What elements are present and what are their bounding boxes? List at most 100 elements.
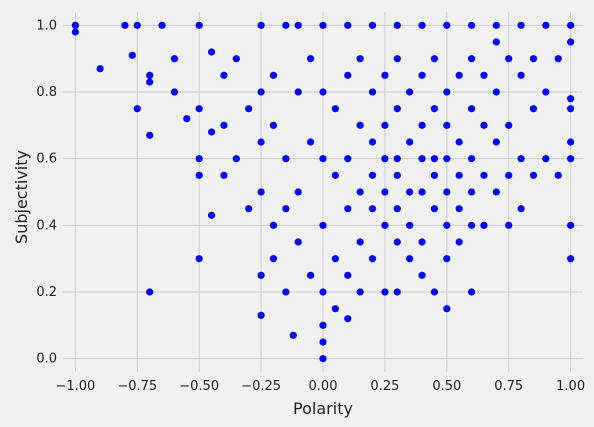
scatter-point	[195, 21, 203, 29]
scatter-point	[368, 138, 377, 146]
scatter-point	[430, 105, 439, 113]
scatter-point	[567, 221, 575, 229]
scatter-point	[368, 171, 377, 179]
scatter-point	[344, 71, 352, 79]
scatter-point	[356, 121, 364, 129]
scatter-point	[245, 205, 253, 213]
scatter-point	[418, 155, 426, 163]
scatter-point	[257, 88, 265, 96]
scatter-point	[455, 205, 463, 213]
scatter-point	[207, 48, 216, 56]
scatter-point	[467, 288, 476, 296]
scatter-point	[331, 105, 339, 113]
scatter-point	[443, 121, 451, 129]
scatter-point	[381, 71, 389, 79]
scatter-point	[319, 21, 327, 29]
scatter-point	[146, 71, 154, 79]
scatter-point	[257, 311, 265, 319]
scatter-point	[356, 188, 364, 196]
y-tick-label: 0.4	[36, 218, 57, 233]
scatter-point	[430, 205, 439, 213]
scatter-point	[368, 255, 377, 263]
scatter-point	[467, 105, 476, 113]
scatter-point	[269, 221, 278, 229]
scatter-point	[418, 188, 426, 196]
scatter-point	[146, 131, 154, 139]
scatter-point	[517, 205, 525, 213]
scatter-point	[418, 238, 426, 246]
scatter-point	[368, 205, 377, 213]
scatter-point	[344, 315, 352, 323]
scatter-point	[393, 238, 401, 246]
scatter-point	[195, 171, 203, 179]
scatter-point	[294, 188, 302, 196]
scatter-point	[567, 155, 575, 163]
scatter-point	[319, 88, 327, 96]
scatter-point	[455, 71, 463, 79]
scatter-point	[430, 55, 439, 63]
scatter-point	[269, 71, 278, 79]
scatter-point	[257, 138, 265, 146]
scatter-point	[146, 288, 154, 296]
scatter-point	[480, 221, 488, 229]
scatter-point	[71, 21, 79, 29]
x-axis-title: Polarity	[293, 399, 353, 418]
scatter-point	[542, 88, 550, 96]
scatter-point	[344, 205, 352, 213]
scatter-point	[554, 171, 562, 179]
scatter-point	[319, 221, 327, 229]
x-axis-ticks: −1.00 −0.75 −0.50 −0.25 0.00 0.25 0.50 0.75 1.00	[55, 379, 585, 394]
scatter-point	[567, 38, 575, 46]
scatter-point	[443, 255, 451, 263]
scatter-point	[356, 238, 364, 246]
scatter-point	[418, 21, 426, 29]
scatter-point	[505, 55, 513, 63]
scatter-point	[393, 155, 401, 163]
scatter-point	[467, 55, 476, 63]
y-tick-label: 0.2	[36, 285, 57, 300]
scatter-point	[96, 65, 104, 73]
scatter-point	[319, 338, 327, 346]
scatter-point	[307, 55, 315, 63]
scatter-point	[418, 271, 426, 279]
scatter-point	[381, 121, 389, 129]
scatter-point	[381, 155, 389, 163]
scatter-point	[269, 255, 278, 263]
scatter-point	[319, 355, 327, 363]
x-tick-label: 0.00	[309, 379, 338, 394]
scatter-point	[393, 55, 401, 63]
scatter-point	[517, 155, 525, 163]
scatter-point	[393, 105, 401, 113]
scatter-point	[393, 171, 401, 179]
scatter-point	[443, 221, 451, 229]
scatter-point	[406, 255, 414, 263]
scatter-point	[257, 21, 265, 29]
scatter-point	[542, 155, 550, 163]
scatter-point	[71, 28, 79, 36]
scatter-point	[418, 71, 426, 79]
scatter-point	[467, 155, 476, 163]
scatter-point	[269, 121, 278, 129]
scatter-point	[319, 155, 327, 163]
scatter-point	[554, 55, 562, 63]
x-tick-label: 0.25	[370, 379, 399, 394]
scatter-point	[146, 78, 154, 86]
x-tick-label: −0.75	[117, 379, 157, 394]
scatter-point	[307, 138, 315, 146]
scatter-point	[406, 221, 414, 229]
scatter-point	[232, 55, 240, 63]
scatter-point	[307, 271, 315, 279]
scatter-point	[133, 105, 141, 113]
scatter-point	[368, 88, 377, 96]
scatter-point	[393, 21, 401, 29]
scatter-point	[381, 188, 389, 196]
x-tick-label: −0.25	[241, 379, 281, 394]
scatter-point	[492, 21, 500, 29]
scatter-point	[331, 255, 339, 263]
scatter-point	[505, 221, 513, 229]
scatter-point	[406, 88, 414, 96]
scatter-point	[529, 55, 538, 63]
scatter-point	[121, 21, 129, 29]
y-axis-ticks: 0.0 0.2 0.4 0.6 0.8 1.0	[36, 18, 57, 366]
scatter-point	[567, 95, 575, 103]
